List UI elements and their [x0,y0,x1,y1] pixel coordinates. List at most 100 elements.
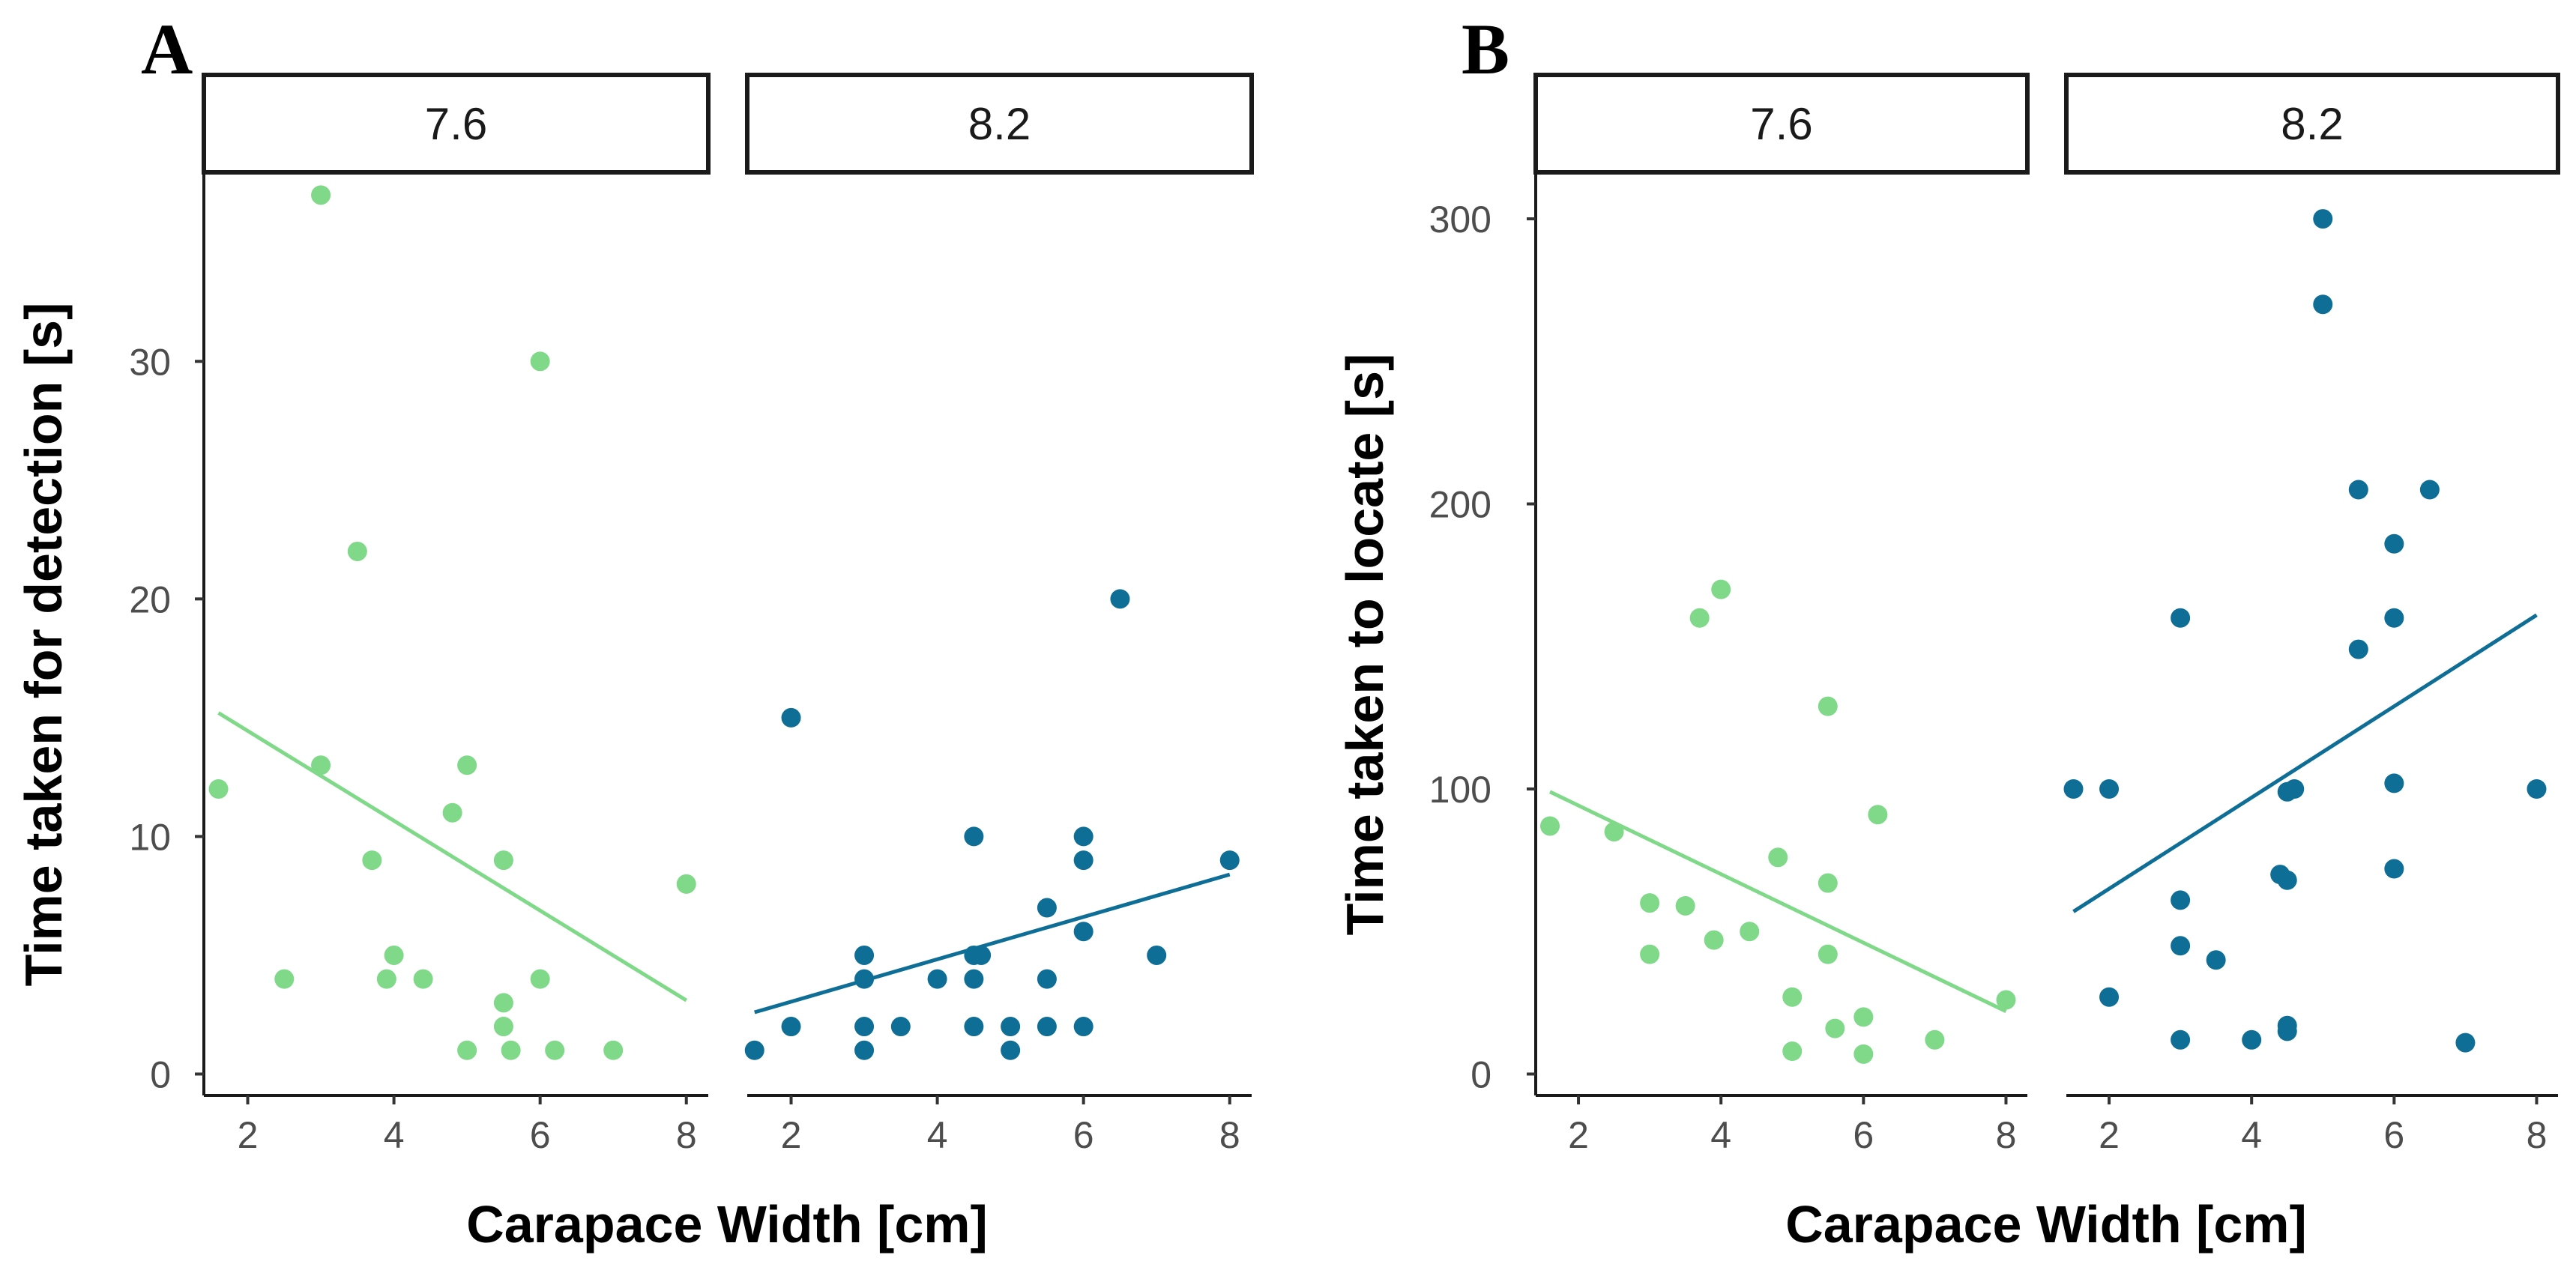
data-point [1001,1017,1021,1037]
data-point [1640,944,1660,964]
x-tick-label: 2 [1568,1114,1589,1156]
data-point [1996,990,2016,1010]
data-point [927,969,947,989]
data-point [311,755,331,775]
data-point [2242,1029,2262,1050]
facet-strip [2064,73,2560,175]
data-point [1853,1007,1874,1027]
panel-a-y-axis-title: Time taken for detection [s] [14,303,73,987]
data-point [964,1017,984,1037]
y-tick-label: 300 [1429,199,1491,241]
facet-strip [1533,73,2030,175]
data-point [1001,1040,1021,1060]
data-point [1037,969,1057,989]
data-point [2419,480,2440,500]
x-tick-label: 6 [2383,1114,2404,1156]
data-point [1640,893,1660,913]
data-point [890,1017,911,1037]
data-point [1689,608,1710,628]
y-tick-label: 20 [129,578,171,620]
data-point [1853,1044,1874,1064]
data-point [493,993,513,1013]
panel-b-letter: B [1462,9,1509,89]
x-tick-label: 6 [1073,1114,1094,1156]
data-point [2348,480,2368,500]
data-point [2171,890,2191,910]
data-point [2063,779,2084,799]
data-point [2171,608,2191,628]
data-point [530,351,550,372]
y-tick-label: 100 [1429,769,1491,811]
data-point [384,945,404,965]
data-point [1740,922,1760,942]
facet-strip [202,73,711,175]
facet-7-6: 7.6 0 100 200 300 2 4 6 8 [1429,73,2030,1156]
data-point [2384,773,2404,793]
data-point [442,802,462,823]
data-point [362,850,382,871]
data-point [1219,850,1240,871]
data-point [603,1040,624,1060]
data-point [1818,944,1838,964]
data-point [2384,608,2404,628]
facet-strip-label: 8.2 [2281,99,2343,149]
data-point [1711,579,1731,599]
x-tick-label: 4 [927,1114,948,1156]
data-point [208,779,229,799]
data-point [854,1040,875,1060]
panel-a-x-axis-title: Carapace Width [cm] [466,1195,988,1254]
data-point [2277,870,2297,890]
data-point [854,1017,875,1037]
data-point [501,1040,521,1060]
data-point [457,755,477,775]
data-point [376,969,396,989]
trend-line [1548,790,2007,1014]
panel-b-y-axis-title: Time taken to locate [s] [1336,354,1394,936]
trend-line [2072,613,2538,913]
data-point [1818,696,1838,716]
facet-7-6: 7.6 0 10 20 30 2 4 6 8 [129,73,711,1156]
x-tick-label: 2 [2099,1114,2120,1156]
facet-strip-label: 7.6 [1750,99,1812,149]
data-point [2527,779,2547,799]
data-point [854,945,875,965]
facet-strip-label: 8.2 [968,99,1031,149]
data-point [1825,1018,1845,1038]
data-point [1818,873,1838,893]
data-point [1037,898,1057,918]
data-point [274,969,295,989]
data-point [1768,847,1788,868]
data-point [781,707,801,728]
panel-a: A Time taken for detection [s] Carapace … [14,9,1254,1254]
panel-b-x-axis-title: Carapace Width [cm] [1785,1195,2307,1254]
x-tick-label: 6 [530,1114,551,1156]
facet-8-2: 8.2 2 4 6 8 [2063,73,2560,1156]
data-point [964,969,984,989]
data-point [347,541,367,561]
data-point [2384,533,2404,554]
y-tick-label: 0 [1471,1053,1491,1095]
x-tick-label: 4 [2241,1114,2262,1156]
data-point [457,1040,477,1060]
data-point [2099,987,2120,1007]
data-point [2455,1032,2476,1053]
data-point [1604,822,1624,842]
data-point [2277,1021,2297,1041]
facet-strip [745,73,1254,175]
data-point [2284,779,2305,799]
data-point [744,1040,764,1060]
x-tick-label: 2 [238,1114,259,1156]
data-point [971,945,992,965]
y-tick-label: 0 [150,1053,171,1095]
data-point [1073,826,1094,847]
data-point [545,1040,565,1060]
panel-a-letter: A [141,9,193,89]
data-point [1540,816,1560,836]
data-point [1782,987,1803,1007]
data-point [2313,209,2333,229]
trend-line [754,872,1231,1015]
x-tick-label: 6 [1853,1114,1874,1156]
data-point [1704,930,1724,950]
data-point [2348,639,2368,659]
